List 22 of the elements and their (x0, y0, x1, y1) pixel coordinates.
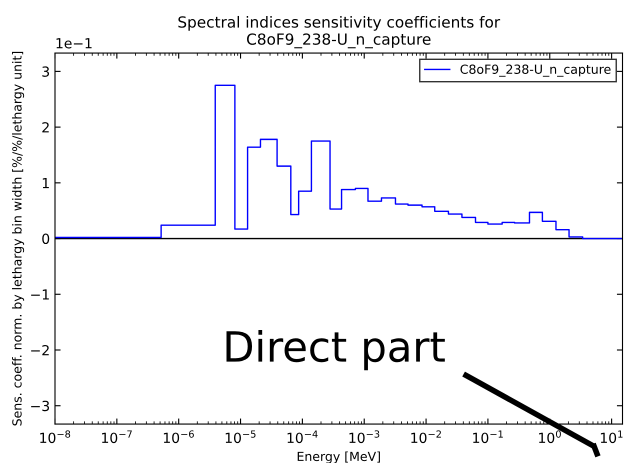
y-tick-label: 0 (42, 234, 50, 244)
x-tick-label: 10$^{−8}$ (40, 430, 70, 444)
x-tick-label: 10$^{−6}$ (164, 430, 194, 444)
y-tick-label: −3 (31, 400, 50, 412)
x-tick-label: 10$^{1}$ (600, 430, 622, 444)
x-tick-label: 10$^{−1}$ (473, 430, 503, 444)
x-tick-label: 10$^{−2}$ (411, 430, 441, 444)
y-tick-label: −2 (31, 344, 49, 356)
text: 1e−1 (56, 38, 92, 48)
x-tick-label: 10$^{−3}$ (349, 430, 380, 444)
x-tick-label: 10$^{0}$ (539, 430, 561, 444)
annotation: Direct part (226, 330, 445, 370)
y-tick-label: 2 (42, 122, 49, 132)
legend-label: C8oF9_238-U_n_capture (460, 64, 611, 77)
x-tick-label: 10$^{−5}$ (226, 430, 256, 444)
y-tick-label: −1 (31, 289, 49, 300)
chart-title: Spectral indices sensitivity coefficients for C8oF9_238-U_n_capture (178, 16, 500, 48)
x-tick-label: 10$^{−4}$ (288, 430, 318, 444)
x-tick-label: 10$^{−7}$ (102, 430, 132, 444)
y-tick-label: 3 (42, 66, 50, 77)
y-tick-label: 1 (42, 178, 49, 188)
y-axis-title: Sens. coeff. norm. by lethargy bin width [%/%/lethargy unit] (12, 52, 24, 426)
